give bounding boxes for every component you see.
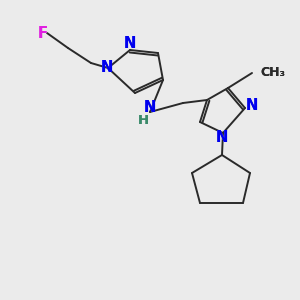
Text: N: N (101, 61, 113, 76)
Text: CH₃: CH₃ (260, 67, 285, 80)
Text: H: H (137, 113, 148, 127)
Text: N: N (124, 37, 136, 52)
Text: N: N (101, 61, 113, 76)
Text: N: N (246, 98, 258, 113)
Text: F: F (38, 26, 48, 40)
Text: N: N (101, 61, 113, 76)
Text: F: F (38, 26, 48, 40)
Text: N: N (246, 98, 258, 113)
Text: F: F (38, 26, 48, 40)
Text: N: N (124, 37, 136, 52)
Text: CH₃: CH₃ (260, 67, 285, 80)
Text: N: N (144, 100, 156, 115)
Text: N: N (246, 98, 258, 113)
Text: N: N (216, 130, 228, 146)
Text: N: N (216, 130, 228, 146)
Text: N: N (124, 37, 136, 52)
Text: N: N (144, 100, 156, 115)
Text: H: H (137, 113, 148, 127)
Text: N: N (144, 100, 156, 115)
Text: N: N (216, 130, 228, 146)
Text: H: H (137, 113, 148, 127)
Text: CH₃: CH₃ (260, 67, 285, 80)
